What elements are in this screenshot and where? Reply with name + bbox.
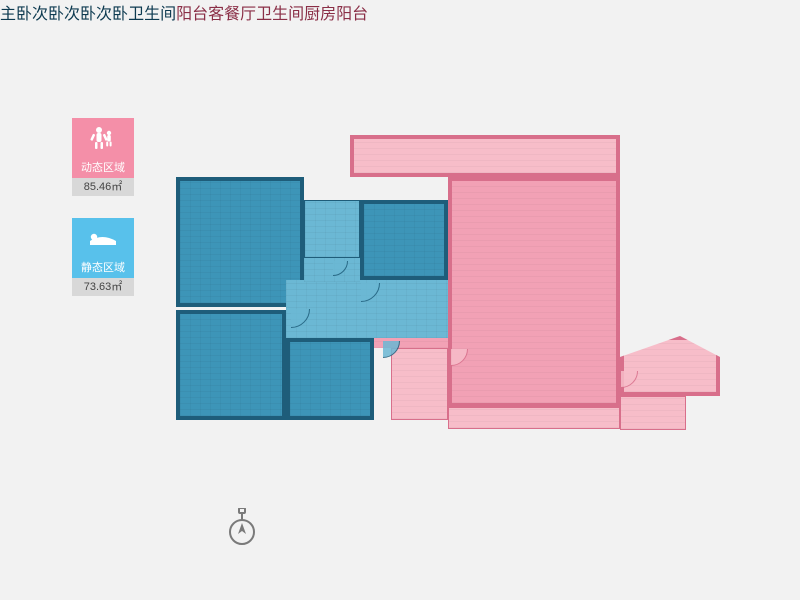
legend-static-icon [72, 218, 134, 258]
room-bed2 [176, 310, 286, 420]
room-label-bed4: 次卧 [96, 6, 128, 23]
room-label-living: 客餐厅 [208, 6, 256, 23]
room-bed4 [360, 200, 448, 280]
legend-dynamic: 动态区域85.46㎡ [72, 118, 134, 196]
legend-dynamic-icon [72, 118, 134, 158]
compass-icon [225, 508, 259, 542]
room-balcony_top [350, 135, 620, 177]
legend-static-value: 73.63㎡ [72, 278, 134, 296]
room-label-balcony_br: 阳台 [336, 6, 368, 23]
room-bath2 [391, 348, 448, 420]
room-balcony_br [620, 396, 686, 430]
room-living [448, 177, 620, 407]
room-bath1 [304, 200, 360, 258]
legend-dynamic-label: 动态区域 [72, 158, 134, 178]
room-label-master_bed: 主卧 [0, 6, 32, 23]
floor-plan-canvas: 动态区域85.46㎡静态区域73.63㎡主卧次卧次卧次卧卫生间阳台客餐厅卫生间厨… [0, 0, 800, 600]
room-label-kitchen: 厨房 [304, 6, 336, 23]
legend-dynamic-value: 85.46㎡ [72, 178, 134, 196]
room-label-bed3: 次卧 [64, 6, 96, 23]
legend-static-label: 静态区域 [72, 258, 134, 278]
room-master_bed [176, 177, 304, 307]
legend-static: 静态区域73.63㎡ [72, 218, 134, 296]
room-entry_strip [448, 407, 620, 429]
room-label-bed2: 次卧 [32, 6, 64, 23]
room-kitchen [620, 336, 720, 396]
room-label-balcony_top: 阳台 [176, 6, 208, 23]
room-bed3 [286, 338, 374, 420]
room-label-bath2: 卫生间 [256, 6, 304, 23]
room-corridor2 [304, 258, 360, 282]
room-label-bath1: 卫生间 [128, 6, 176, 23]
